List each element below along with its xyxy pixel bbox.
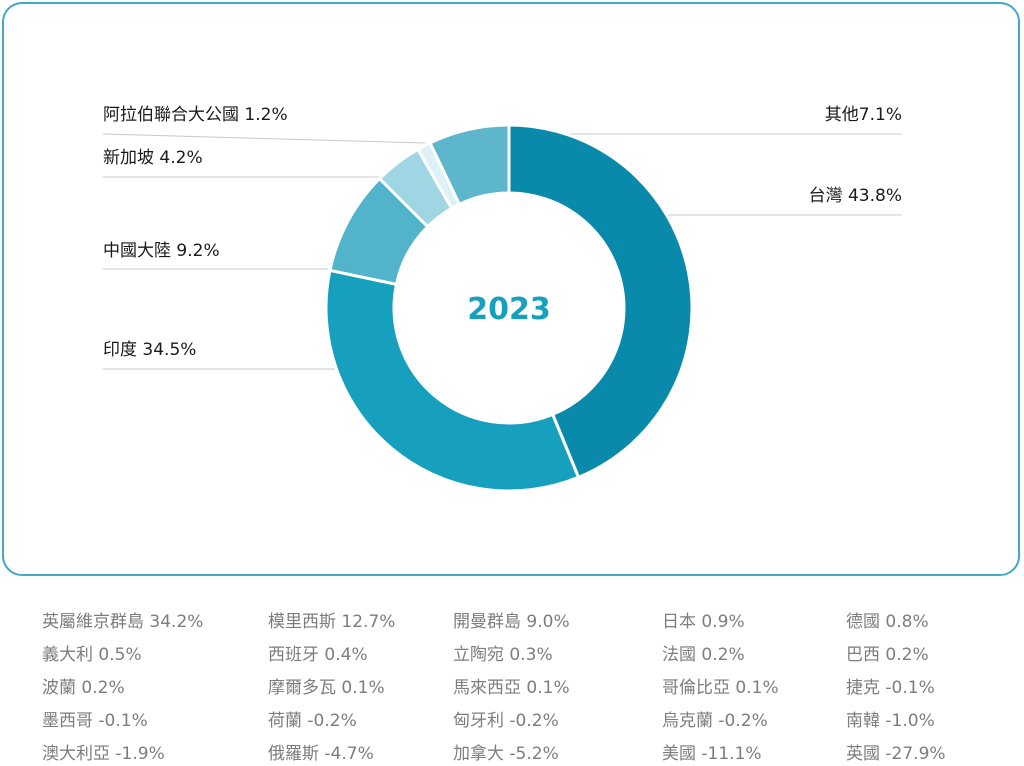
slice-india [324, 268, 581, 493]
list-item: 巴西 0.2% [846, 645, 929, 665]
list-item: 模里西斯 12.7% [268, 612, 396, 632]
slice-label-singapore: 新加坡 4.2% [103, 148, 203, 168]
list-item: 開曼群島 9.0% [453, 612, 570, 632]
slice-label-india: 印度 34.5% [103, 340, 197, 360]
list-item: 馬來西亞 0.1% [453, 678, 570, 698]
list-item: 義大利 0.5% [42, 645, 142, 665]
list-item: 哥倫比亞 0.1% [662, 678, 779, 698]
list-item: 匈牙利 -0.2% [453, 711, 559, 731]
slice-label-taiwan: 台灣 43.8% [808, 186, 902, 206]
list-item: 法國 0.2% [662, 645, 745, 665]
center-year-label: 2023 [467, 292, 551, 327]
list-item: 捷克 -0.1% [846, 678, 935, 698]
list-item: 澳大利亞 -1.9% [42, 744, 165, 764]
list-item: 德國 0.8% [846, 612, 929, 632]
list-item: 日本 0.9% [662, 612, 745, 632]
list-item: 南韓 -1.0% [846, 711, 935, 731]
other-countries-list: 英屬維京群島 34.2% 模里西斯 12.7% 開曼群島 9.0% 日本 0.9… [42, 606, 1002, 766]
list-item: 墨西哥 -0.1% [42, 711, 148, 731]
list-item: 英國 -27.9% [846, 744, 946, 764]
list-item: 英屬維京群島 34.2% [42, 612, 204, 632]
list-item: 西班牙 0.4% [268, 645, 368, 665]
list-item: 波蘭 0.2% [42, 678, 125, 698]
leader-line [102, 133, 426, 144]
list-item: 美國 -11.1% [662, 744, 762, 764]
slice-taiwan [507, 123, 694, 480]
list-item: 加拿大 -5.2% [453, 744, 559, 764]
slice-label-other: 其他7.1% [824, 105, 902, 125]
slice-other [428, 123, 511, 207]
slice-label-uae: 阿拉伯聯合大公國 1.2% [103, 105, 288, 125]
donut-chart: 2023 [102, 123, 902, 493]
list-item: 摩爾多瓦 0.1% [268, 678, 385, 698]
list-item: 俄羅斯 -4.7% [268, 744, 374, 764]
list-item: 立陶宛 0.3% [453, 645, 553, 665]
slice-label-china: 中國大陸 9.2% [103, 241, 220, 261]
list-item: 烏克蘭 -0.2% [662, 711, 768, 731]
list-item: 荷蘭 -0.2% [268, 711, 357, 731]
